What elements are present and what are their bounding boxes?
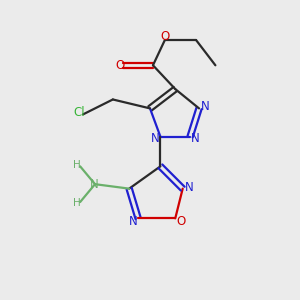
Text: Cl: Cl — [74, 106, 85, 119]
Text: N: N — [90, 178, 99, 191]
Text: N: N — [151, 132, 159, 145]
Text: O: O — [115, 59, 124, 72]
Text: O: O — [161, 30, 170, 43]
Text: N: N — [128, 215, 137, 228]
Text: O: O — [176, 215, 185, 228]
Text: N: N — [191, 132, 200, 145]
Text: H: H — [73, 199, 80, 208]
Text: N: N — [201, 100, 210, 113]
Text: N: N — [185, 181, 194, 194]
Text: H: H — [73, 160, 80, 170]
